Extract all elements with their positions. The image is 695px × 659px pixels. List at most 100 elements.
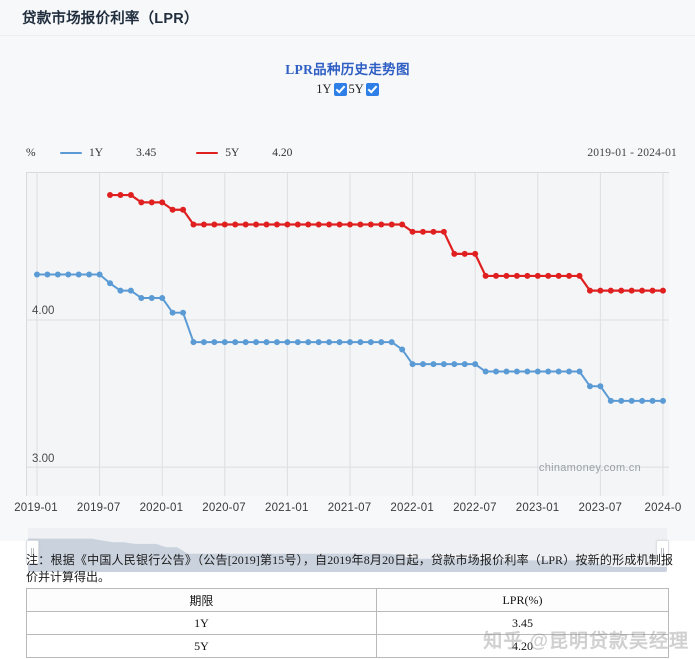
data-point[interactable] xyxy=(54,271,61,278)
data-point[interactable] xyxy=(148,199,155,206)
data-point[interactable] xyxy=(169,309,176,316)
data-point[interactable] xyxy=(586,383,593,390)
data-point[interactable] xyxy=(555,368,562,375)
data-point[interactable] xyxy=(75,271,82,278)
series-toggle-5y[interactable]: 5Y xyxy=(349,83,379,96)
data-point[interactable] xyxy=(409,361,416,368)
data-point[interactable] xyxy=(649,397,656,404)
data-point[interactable] xyxy=(430,361,437,368)
data-point[interactable] xyxy=(305,339,312,346)
data-point[interactable] xyxy=(451,361,458,368)
range-slider-handle-left[interactable] xyxy=(26,540,39,564)
data-point[interactable] xyxy=(367,339,374,346)
data-point[interactable] xyxy=(503,368,510,375)
data-point[interactable] xyxy=(315,339,322,346)
data-point[interactable] xyxy=(242,221,249,228)
data-point[interactable] xyxy=(607,287,614,294)
data-point[interactable] xyxy=(545,272,552,279)
data-point[interactable] xyxy=(346,221,353,228)
data-point[interactable] xyxy=(566,272,573,279)
data-point[interactable] xyxy=(555,272,562,279)
data-point[interactable] xyxy=(221,339,228,346)
data-point[interactable] xyxy=(211,339,218,346)
data-point[interactable] xyxy=(326,339,333,346)
data-point[interactable] xyxy=(597,383,604,390)
data-point[interactable] xyxy=(33,271,40,278)
data-point[interactable] xyxy=(513,368,520,375)
data-point[interactable] xyxy=(576,272,583,279)
data-point[interactable] xyxy=(44,271,51,278)
data-point[interactable] xyxy=(451,250,458,257)
data-point[interactable] xyxy=(242,339,249,346)
range-slider-track[interactable] xyxy=(28,528,667,572)
data-point[interactable] xyxy=(597,287,604,294)
data-point[interactable] xyxy=(440,361,447,368)
data-point[interactable] xyxy=(336,221,343,228)
data-point[interactable] xyxy=(127,287,134,294)
range-slider[interactable] xyxy=(26,528,669,572)
data-point[interactable] xyxy=(493,272,500,279)
legend-item-1y[interactable]: 1Y 3.45 xyxy=(60,147,156,159)
data-point[interactable] xyxy=(482,272,489,279)
data-point[interactable] xyxy=(430,228,437,235)
data-point[interactable] xyxy=(503,272,510,279)
data-point[interactable] xyxy=(273,221,280,228)
data-point[interactable] xyxy=(315,221,322,228)
checkbox-5y[interactable] xyxy=(365,83,379,96)
data-point[interactable] xyxy=(253,221,260,228)
data-point[interactable] xyxy=(472,250,479,257)
data-point[interactable] xyxy=(117,287,124,294)
data-point[interactable] xyxy=(409,228,416,235)
data-point[interactable] xyxy=(524,272,531,279)
data-point[interactable] xyxy=(232,339,239,346)
legend-item-5y[interactable]: 5Y 4.20 xyxy=(196,147,292,159)
data-point[interactable] xyxy=(472,361,479,368)
data-point[interactable] xyxy=(607,397,614,404)
data-point[interactable] xyxy=(305,221,312,228)
data-point[interactable] xyxy=(190,339,197,346)
data-point[interactable] xyxy=(86,271,93,278)
data-point[interactable] xyxy=(378,221,385,228)
data-point[interactable] xyxy=(586,287,593,294)
data-point[interactable] xyxy=(618,287,625,294)
data-point[interactable] xyxy=(221,221,228,228)
data-point[interactable] xyxy=(545,368,552,375)
data-point[interactable] xyxy=(399,221,406,228)
data-point[interactable] xyxy=(232,221,239,228)
data-point[interactable] xyxy=(200,339,207,346)
data-point[interactable] xyxy=(357,221,364,228)
data-point[interactable] xyxy=(159,294,166,301)
series-toggle-1y[interactable]: 1Y xyxy=(316,83,347,96)
data-point[interactable] xyxy=(284,221,291,228)
data-point[interactable] xyxy=(273,339,280,346)
data-point[interactable] xyxy=(65,271,72,278)
data-point[interactable] xyxy=(96,271,103,278)
data-point[interactable] xyxy=(190,221,197,228)
data-point[interactable] xyxy=(107,192,114,199)
data-point[interactable] xyxy=(148,294,155,301)
data-point[interactable] xyxy=(399,346,406,353)
checkbox-1y[interactable] xyxy=(333,83,347,96)
data-point[interactable] xyxy=(180,309,187,316)
data-point[interactable] xyxy=(440,228,447,235)
data-point[interactable] xyxy=(534,368,541,375)
data-point[interactable] xyxy=(534,272,541,279)
data-point[interactable] xyxy=(336,339,343,346)
data-point[interactable] xyxy=(326,221,333,228)
data-point[interactable] xyxy=(420,228,427,235)
data-point[interactable] xyxy=(138,199,145,206)
data-point[interactable] xyxy=(180,206,187,213)
data-point[interactable] xyxy=(628,397,635,404)
data-point[interactable] xyxy=(378,339,385,346)
data-point[interactable] xyxy=(159,199,166,206)
data-point[interactable] xyxy=(513,272,520,279)
data-point[interactable] xyxy=(482,368,489,375)
data-point[interactable] xyxy=(357,339,364,346)
data-point[interactable] xyxy=(420,361,427,368)
data-point[interactable] xyxy=(639,287,646,294)
data-point[interactable] xyxy=(659,397,666,404)
data-point[interactable] xyxy=(253,339,260,346)
data-point[interactable] xyxy=(127,192,134,199)
data-point[interactable] xyxy=(263,221,270,228)
data-point[interactable] xyxy=(493,368,500,375)
